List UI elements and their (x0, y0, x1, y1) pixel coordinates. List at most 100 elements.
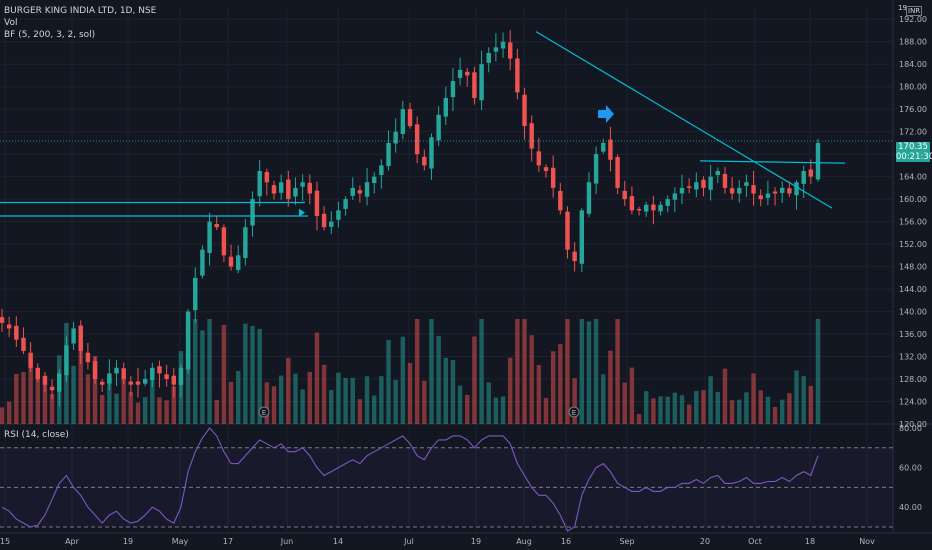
candle-body (543, 167, 549, 172)
candle-body (672, 193, 678, 200)
volume-bar (164, 400, 169, 424)
volume-bar (150, 370, 155, 424)
volume-bar (465, 394, 470, 424)
volume-bar (414, 319, 420, 424)
candle-body (99, 381, 105, 385)
volume-legend[interactable]: Vol (4, 18, 18, 28)
rsi-tick-label: 60.00 (899, 464, 922, 473)
volume-bar (371, 395, 377, 424)
indicator-legend[interactable]: BF (5, 200, 3, 2, sol) (4, 30, 96, 40)
candle-body (371, 176, 377, 184)
candle-body (601, 142, 606, 152)
volume-bar (185, 319, 191, 424)
candle-body (815, 142, 821, 180)
candle-body (629, 196, 635, 211)
volume-bar (422, 380, 427, 424)
time-tick-label: 14 (333, 537, 343, 546)
volume-bar (558, 344, 563, 424)
volume-bar (665, 396, 670, 424)
currency-badge[interactable]: INR (906, 6, 923, 16)
candle-body (636, 208, 642, 211)
breakout-arrow-right (598, 105, 614, 123)
descending-trendline (535, 31, 833, 209)
time-tick-label: Oct (748, 537, 762, 546)
volume-bar (14, 373, 19, 424)
candle-body (615, 156, 620, 188)
volume-bar (85, 374, 91, 424)
volume-bar (142, 396, 148, 424)
candle-body (14, 325, 19, 340)
volume-bar (787, 393, 792, 424)
price-tick-label: 148.00 (899, 263, 927, 272)
candle-body (0, 317, 5, 323)
volume-bar (357, 399, 363, 424)
candle-body (794, 182, 799, 196)
volume-bar (6, 401, 12, 424)
candle-body (737, 187, 742, 194)
current-price-value: 170.35 (898, 142, 928, 152)
price-tick-label: 156.00 (899, 218, 927, 227)
candle-body (758, 195, 763, 200)
volume-bar (729, 400, 735, 424)
time-tick-label: Nov (859, 537, 875, 546)
volume-bar (593, 319, 599, 424)
volume-bar (622, 382, 627, 424)
volume-bar (0, 407, 5, 424)
earnings-marker-label: E (262, 409, 266, 417)
candle-body (801, 171, 806, 184)
rsi-legend[interactable]: RSI (14, close) (4, 430, 69, 440)
candle-body (85, 352, 91, 363)
time-tick-label: 19 (123, 537, 133, 546)
candle-body (565, 211, 570, 250)
candle-body (314, 190, 320, 216)
volume-bar (235, 370, 241, 424)
candle-body (708, 176, 713, 190)
candle-body (536, 151, 542, 166)
candle-body (49, 386, 55, 391)
price-tick-label: 152.00 (899, 240, 927, 249)
candle-body (572, 251, 577, 261)
breakout-arrow-left (299, 208, 305, 217)
rsi-line (1, 427, 819, 532)
volume-bar (429, 319, 434, 424)
earnings-marker (258, 406, 270, 418)
volume-bar (572, 378, 577, 424)
volume-bar (35, 368, 41, 424)
volume-bar (307, 371, 313, 424)
volume-bar (99, 394, 105, 424)
candle-body (694, 182, 699, 190)
volume-bar (71, 365, 76, 424)
price-tick-label: 132.00 (899, 353, 927, 362)
volume-bar (579, 319, 585, 424)
candle-body (465, 71, 470, 76)
volume-bar (107, 377, 112, 424)
candle-body (278, 182, 284, 193)
volume-bar (128, 391, 134, 424)
candle-body (171, 375, 177, 385)
symbol-legend[interactable]: BURGER KING INDIA LTD, 1D, NSE (4, 6, 157, 16)
price-tick-label: 176.00 (899, 105, 927, 114)
candle-body (257, 171, 262, 197)
candle-body (550, 167, 556, 188)
volume-bar (257, 328, 262, 424)
time-tick-label: Jul (403, 537, 414, 546)
time-tick-label: Apr (65, 537, 80, 546)
time-tick-label: Sep (619, 537, 634, 546)
time-tick-label: Aug (516, 537, 532, 546)
candle-body (443, 97, 449, 117)
candle-body (586, 182, 592, 214)
volume-bar (722, 368, 728, 424)
price-axis-partial-label: 19 (898, 4, 907, 12)
candle-body (6, 324, 12, 329)
volume-bar (379, 376, 384, 424)
candle-body (436, 114, 441, 141)
price-tick-label: 180.00 (899, 83, 927, 92)
volume-bar (157, 397, 162, 424)
price-tick-label: 192.00 (899, 15, 927, 24)
volume-bars (0, 319, 821, 424)
volume-bar (779, 399, 785, 424)
candle-body (450, 81, 456, 98)
volume-bar (42, 381, 48, 424)
candle-body (772, 191, 778, 194)
